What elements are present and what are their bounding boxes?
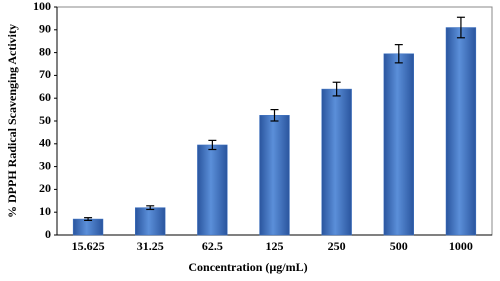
bar	[197, 144, 228, 236]
error-bar	[332, 81, 341, 97]
x-tick-label: 15.625	[72, 239, 105, 253]
x-tick-label: 125	[266, 239, 284, 253]
y-tick-label: 10	[39, 204, 51, 218]
bar	[321, 88, 352, 236]
y-tick-label: 90	[39, 22, 51, 36]
bar	[383, 53, 414, 236]
bar	[72, 218, 104, 236]
error-bar	[84, 217, 93, 222]
y-tick-label: 70	[39, 67, 51, 81]
x-tick-label: 62.5	[202, 239, 223, 253]
error-bar	[146, 205, 155, 211]
x-tick-label: 250	[328, 239, 346, 253]
y-tick-label: 60	[39, 90, 51, 104]
x-axis-title: Concentration (µg/mL)	[188, 260, 307, 274]
y-tick-label: 20	[39, 181, 51, 195]
x-tick-label: 31.25	[137, 239, 164, 253]
y-tick-label: 40	[39, 136, 51, 150]
y-tick-label: 100	[33, 0, 51, 13]
error-bar	[270, 108, 279, 122]
y-tick-label: 50	[39, 113, 51, 127]
y-axis-title: % DPPH Radical Scavenging Activity	[5, 24, 19, 218]
y-tick-label: 80	[39, 44, 51, 58]
error-bar	[208, 139, 217, 151]
error-bar	[394, 44, 403, 64]
y-tick-label: 30	[39, 158, 51, 172]
bar	[259, 115, 290, 236]
y-tick-label: 0	[45, 227, 51, 241]
x-tick-label: 1000	[449, 239, 473, 253]
x-tick-label: 500	[390, 239, 408, 253]
bar	[445, 27, 477, 236]
error-bar	[456, 16, 465, 39]
bar	[135, 207, 166, 236]
